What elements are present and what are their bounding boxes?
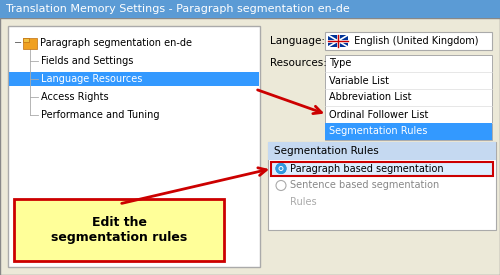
Circle shape (276, 164, 286, 174)
Bar (268, 142, 496, 160)
Text: Fields and Settings: Fields and Settings (41, 56, 134, 66)
Bar (8, 26, 260, 267)
Circle shape (278, 166, 283, 171)
Text: Rules: Rules (290, 197, 316, 207)
Circle shape (280, 167, 282, 170)
Text: Resources:: Resources: (270, 58, 327, 68)
Bar (23, 38, 29, 42)
Text: Abbreviation List: Abbreviation List (329, 92, 411, 103)
Bar (325, 123, 492, 140)
Circle shape (276, 164, 286, 174)
Text: Ordinal Follower List: Ordinal Follower List (329, 109, 428, 120)
Circle shape (276, 180, 286, 191)
Text: Edit the
segmentation rules: Edit the segmentation rules (51, 216, 187, 244)
Text: English (United Kingdom): English (United Kingdom) (351, 36, 478, 46)
Text: Segmentation Rules: Segmentation Rules (274, 146, 379, 156)
Text: −: − (14, 38, 22, 48)
Text: Type: Type (329, 59, 351, 68)
Text: Paragraph based segmentation: Paragraph based segmentation (290, 164, 444, 174)
Bar (23, 38, 37, 49)
Bar (0, 0, 500, 18)
Text: Language:: Language: (270, 36, 325, 46)
Text: Sentence based segmentation: Sentence based segmentation (290, 180, 440, 191)
Text: Translation Memory Settings - Paragraph segmentation en-de: Translation Memory Settings - Paragraph … (6, 4, 350, 14)
Text: Segmentation Rules: Segmentation Rules (329, 126, 428, 136)
Bar (325, 55, 492, 140)
Text: Variable List: Variable List (329, 76, 389, 86)
Circle shape (280, 167, 282, 170)
Bar (14, 199, 224, 261)
Text: Performance and Tuning: Performance and Tuning (41, 110, 160, 120)
Circle shape (278, 166, 283, 171)
Bar (271, 161, 493, 175)
Text: Paragraph segmentation en-de: Paragraph segmentation en-de (40, 38, 192, 48)
Bar (328, 35, 348, 47)
Bar (268, 142, 496, 230)
Bar (325, 32, 492, 50)
Text: Access Rights: Access Rights (41, 92, 108, 102)
Text: Language Resources: Language Resources (41, 74, 142, 84)
Bar (9, 72, 259, 86)
